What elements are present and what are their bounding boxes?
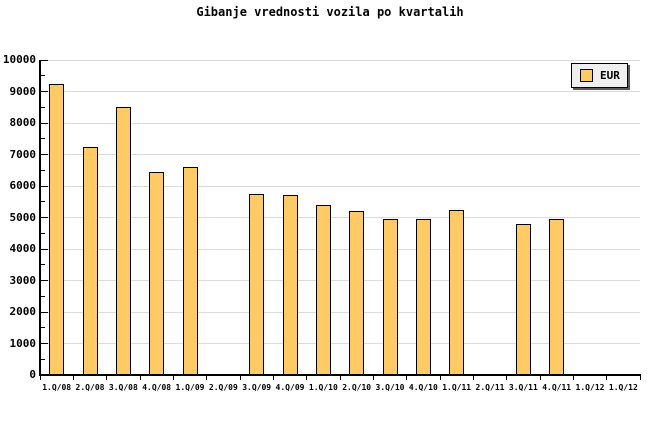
bar bbox=[282, 195, 298, 375]
x-tick bbox=[106, 375, 108, 380]
bar bbox=[82, 146, 98, 375]
x-tick-label: 4.Q/08 bbox=[142, 383, 172, 392]
y-minor-tick bbox=[41, 169, 45, 171]
x-tick bbox=[406, 375, 408, 380]
y-tick-label: 5000 bbox=[9, 210, 37, 224]
bar bbox=[49, 83, 65, 375]
x-tick-label: 3.Q/10 bbox=[375, 383, 405, 392]
y-major-tick bbox=[41, 217, 48, 218]
x-tick-label: 1.Q/11 bbox=[442, 383, 472, 392]
y-major-tick bbox=[41, 248, 48, 250]
bar bbox=[349, 211, 365, 375]
x-tick bbox=[172, 375, 174, 380]
gridline bbox=[40, 185, 640, 187]
x-tick bbox=[539, 375, 541, 380]
x-tick bbox=[439, 375, 441, 380]
x-tick-label: 2.Q/10 bbox=[342, 383, 372, 392]
y-major-tick bbox=[41, 185, 48, 187]
y-minor-tick bbox=[41, 232, 45, 234]
gridline bbox=[40, 343, 640, 344]
x-tick bbox=[72, 375, 74, 380]
x-tick-label: 4.Q/09 bbox=[275, 383, 305, 392]
y-tick-label: 8000 bbox=[9, 116, 37, 129]
x-tick-label: 3.Q/09 bbox=[242, 383, 272, 392]
x-tick bbox=[39, 375, 41, 380]
gridline bbox=[40, 59, 640, 61]
y-tick-label: 4000 bbox=[9, 242, 37, 255]
y-tick-label: 3000 bbox=[9, 273, 37, 287]
x-tick bbox=[206, 375, 208, 380]
x-tick-label: 4.Q/10 bbox=[408, 383, 438, 392]
x-tick-label: 1.Q/08 bbox=[42, 383, 72, 392]
y-minor-tick bbox=[41, 106, 45, 108]
bar bbox=[249, 193, 265, 375]
bar bbox=[115, 107, 131, 375]
y-axis-line bbox=[39, 60, 41, 376]
y-major-tick bbox=[41, 122, 48, 124]
y-major-tick bbox=[41, 59, 48, 61]
x-tick-label: 4.Q/11 bbox=[542, 383, 572, 392]
y-major-tick bbox=[41, 280, 48, 281]
bar bbox=[515, 223, 531, 375]
bar bbox=[449, 209, 465, 375]
y-minor-tick bbox=[41, 358, 45, 360]
y-tick-label: 7000 bbox=[9, 147, 37, 161]
legend-label: EUR bbox=[600, 69, 620, 82]
bar bbox=[382, 219, 398, 375]
y-tick-label: 2000 bbox=[9, 305, 37, 318]
gridline bbox=[40, 311, 640, 313]
y-tick-label: 6000 bbox=[9, 179, 37, 192]
bar bbox=[315, 204, 331, 375]
y-major-tick bbox=[41, 154, 48, 155]
bar bbox=[415, 219, 431, 375]
bar bbox=[149, 171, 165, 375]
x-tick-label: 1.Q/12 bbox=[575, 383, 605, 392]
y-minor-tick bbox=[41, 138, 45, 140]
y-minor-tick bbox=[41, 327, 45, 329]
y-tick-label: 10000 bbox=[2, 53, 36, 66]
bar bbox=[182, 167, 198, 375]
legend-box: EUR bbox=[571, 63, 628, 88]
x-tick-label: 1.Q/09 bbox=[175, 383, 205, 392]
x-tick bbox=[372, 375, 374, 380]
x-tick-label: 2.Q/08 bbox=[75, 383, 105, 392]
x-tick bbox=[306, 375, 308, 380]
gridline bbox=[40, 91, 640, 92]
x-tick bbox=[339, 375, 341, 380]
x-tick bbox=[506, 375, 508, 380]
gridline bbox=[40, 280, 640, 281]
x-tick bbox=[472, 375, 474, 380]
y-tick-label: 1000 bbox=[9, 336, 37, 350]
legend-swatch-eur bbox=[580, 69, 593, 82]
y-tick-label: 9000 bbox=[9, 84, 37, 98]
gridline bbox=[40, 154, 640, 155]
gridline bbox=[40, 248, 640, 250]
x-tick bbox=[139, 375, 141, 380]
y-major-tick bbox=[41, 311, 48, 313]
x-tick bbox=[239, 375, 241, 380]
y-tick-label: 0 bbox=[29, 368, 36, 381]
x-tick-label: 3.Q/11 bbox=[508, 383, 538, 392]
x-tick bbox=[272, 375, 274, 380]
y-minor-tick bbox=[41, 295, 45, 297]
y-major-tick bbox=[41, 91, 48, 92]
x-tick-label: 1.Q/12 bbox=[608, 383, 638, 392]
x-tick-label: 1.Q/10 bbox=[308, 383, 338, 392]
x-tick bbox=[639, 375, 641, 380]
chart-title: Gibanje vrednosti vozila po kvartalih bbox=[196, 5, 464, 19]
bar bbox=[549, 219, 565, 375]
gridline bbox=[40, 217, 640, 218]
x-tick-label: 3.Q/08 bbox=[108, 383, 138, 392]
x-tick-label: 2.Q/11 bbox=[475, 383, 505, 392]
y-minor-tick bbox=[41, 75, 45, 77]
x-tick bbox=[572, 375, 574, 380]
y-major-tick bbox=[41, 343, 48, 344]
x-tick bbox=[606, 375, 608, 380]
gridline bbox=[40, 122, 640, 124]
x-tick-label: 2.Q/09 bbox=[208, 383, 238, 392]
y-minor-tick bbox=[41, 201, 45, 203]
y-minor-tick bbox=[41, 264, 45, 266]
